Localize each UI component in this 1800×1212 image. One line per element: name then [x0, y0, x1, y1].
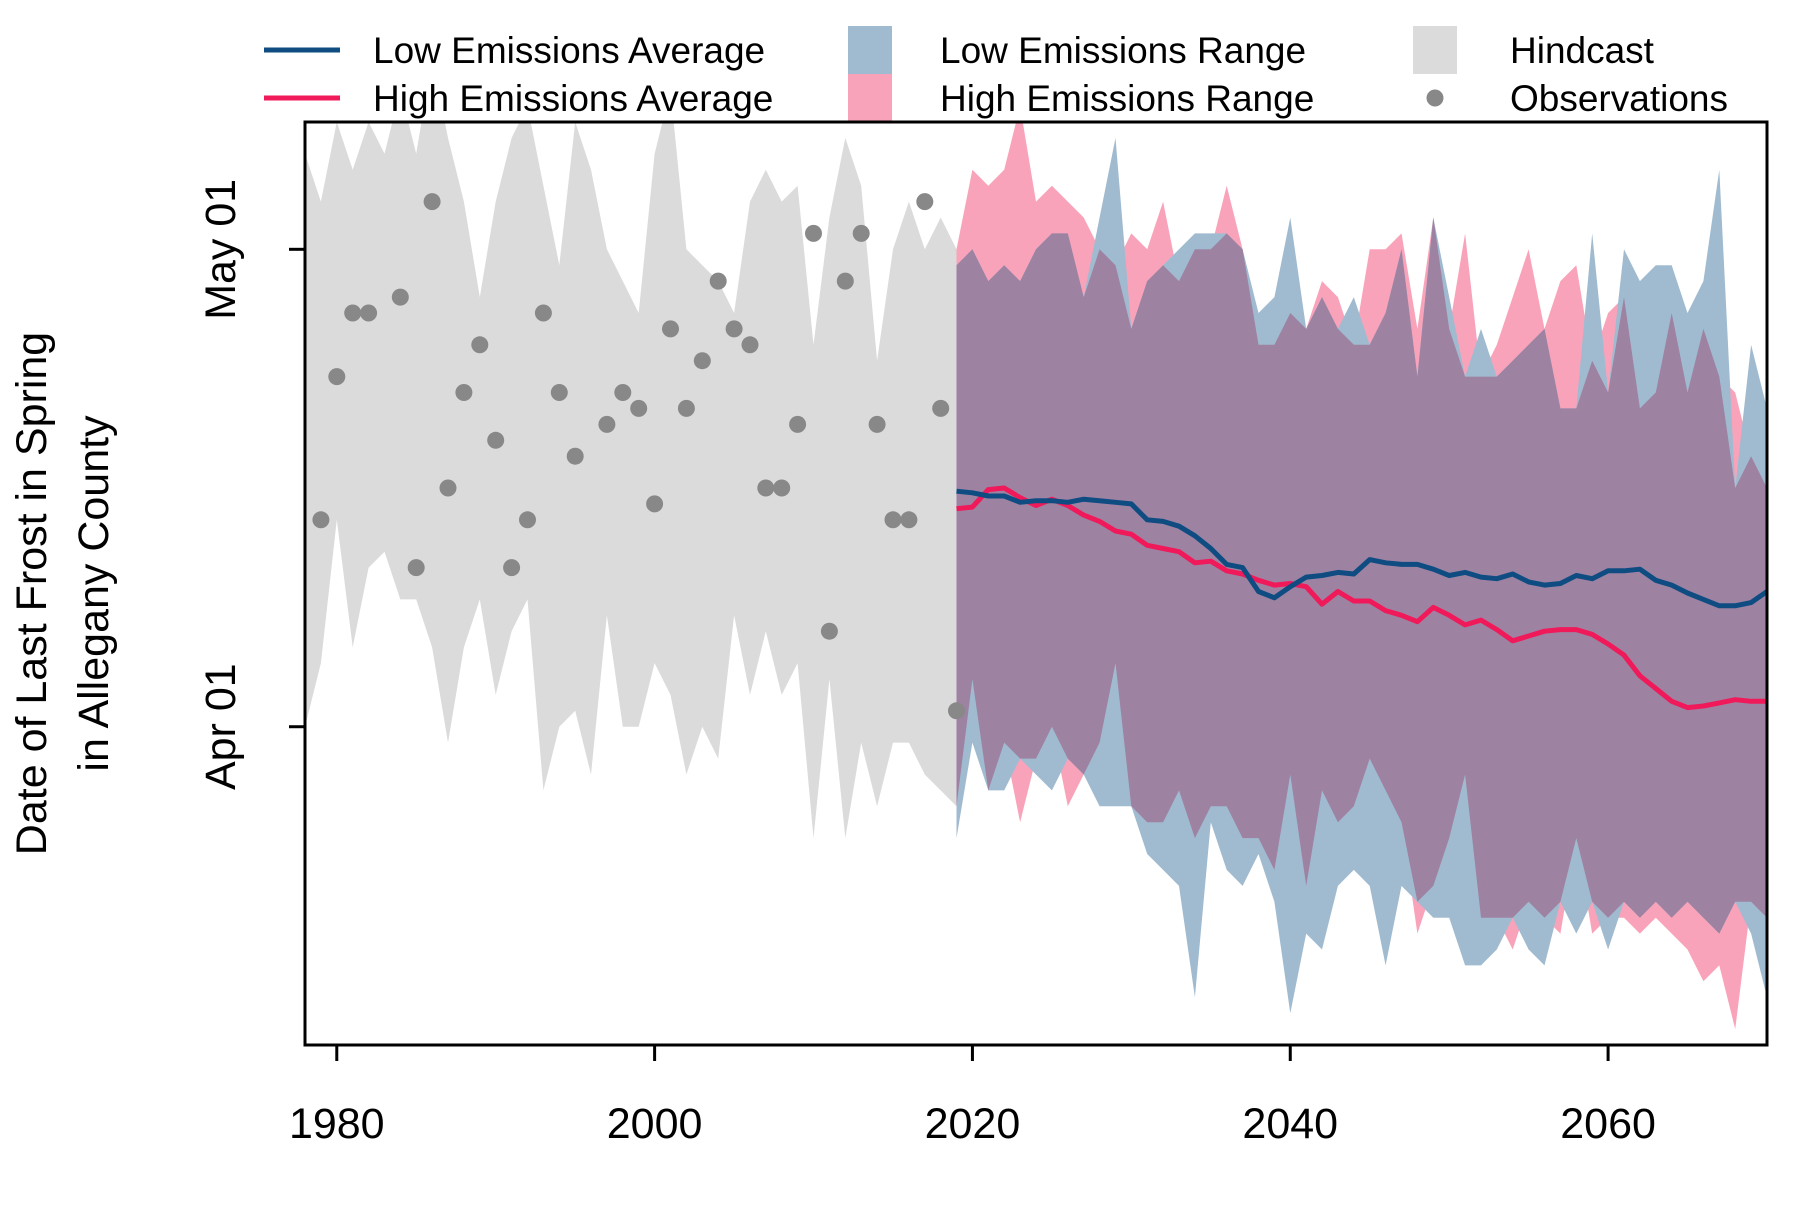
observation-point [598, 415, 616, 433]
observation-point [503, 559, 521, 577]
observation-point [693, 352, 711, 370]
legend-box-swatch [848, 74, 892, 122]
observation-point [836, 272, 854, 290]
observation-point [789, 415, 807, 433]
legend-label: Hindcast [1510, 30, 1655, 71]
legend-label: High Emissions Average [373, 78, 773, 119]
x-tick-label: 2000 [607, 1100, 703, 1148]
x-tick-label: 2060 [1560, 1100, 1656, 1148]
x-axis: 1980 2000 2020 2040 2060 [289, 1045, 1656, 1148]
legend-label: Low Emissions Average [373, 30, 765, 71]
legend-box-swatch [848, 26, 892, 74]
observation-point [487, 431, 505, 449]
range-overlap-band [956, 217, 1767, 934]
observation-point [391, 288, 409, 306]
observation-point [852, 224, 870, 242]
x-tick-label: 2040 [1242, 1100, 1338, 1148]
observation-point [932, 399, 950, 417]
observation-point [407, 559, 425, 577]
y-axis: Apr 01 May 01 [197, 179, 305, 790]
observation-point [614, 384, 632, 401]
observation-point [344, 304, 362, 322]
legend-label: High Emissions Range [940, 78, 1314, 119]
observation-point [566, 447, 584, 465]
legend-box-swatch [1413, 26, 1457, 74]
observation-point [534, 304, 552, 322]
observation-point [677, 399, 695, 417]
observation-point [662, 320, 679, 338]
observation-point [709, 272, 727, 290]
x-tick-label: 1980 [289, 1100, 385, 1148]
observation-point [916, 193, 934, 211]
observation-point [630, 399, 648, 417]
legend-label: Observations [1510, 78, 1728, 119]
observation-point [948, 702, 965, 720]
observation-point [312, 511, 330, 529]
y-tick-label: May 01 [197, 179, 245, 320]
y-tick-label: Apr 01 [197, 663, 245, 790]
observation-point [868, 415, 886, 433]
y-axis-label-line-2: in Allegany County [70, 415, 118, 772]
observation-point [773, 479, 791, 497]
observation-point [519, 511, 536, 529]
plot-frame [303, 120, 1769, 1047]
y-axis-label-line-1: Date of Last Frost in Spring [8, 332, 56, 855]
observation-point [471, 336, 489, 354]
observation-point [820, 622, 838, 640]
observation-point [884, 511, 902, 529]
observation-point [900, 511, 918, 529]
legend-label: Low Emissions Range [940, 30, 1306, 71]
plot-area [305, 122, 1767, 1030]
high-emissions-average-line [956, 485, 1767, 711]
low-emissions-average-line [956, 488, 1767, 609]
legend-dot-swatch [1426, 89, 1444, 107]
observation-point [455, 384, 473, 401]
legend: Low Emissions Average High Emissions Aver… [264, 26, 1728, 122]
hindcast-band [305, 122, 957, 839]
x-tick-label: 2020 [925, 1100, 1021, 1148]
observation-point [550, 384, 568, 401]
observation-point [725, 320, 743, 338]
observation-point [439, 479, 457, 497]
observation-point [757, 479, 775, 497]
observation-point [328, 368, 346, 386]
observation-point [741, 336, 759, 354]
observation-point [360, 304, 378, 322]
observation-point [805, 224, 822, 242]
observation-point [646, 495, 664, 513]
observation-point [423, 193, 441, 211]
